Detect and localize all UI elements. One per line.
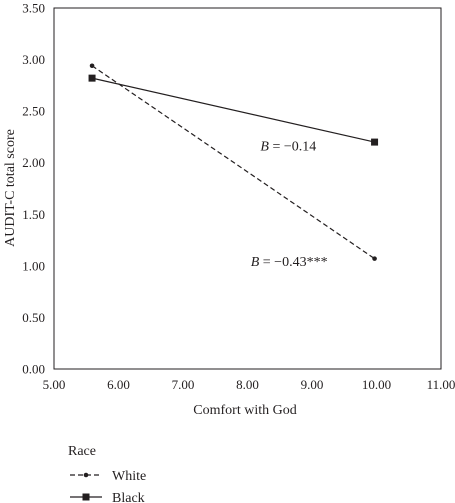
legend-label-black: Black xyxy=(112,491,145,503)
x-tick-label: 7.00 xyxy=(172,377,195,392)
x-tick-label: 11.00 xyxy=(427,377,455,392)
y-axis-title: AUDIT-C total score xyxy=(3,129,18,247)
y-tick-label: 2.00 xyxy=(22,155,45,170)
data-point-white xyxy=(89,63,95,69)
series-layer xyxy=(88,63,379,261)
legend: Race White Black xyxy=(68,444,146,503)
legend-item-black: Black xyxy=(70,491,145,503)
y-tick-label: 1.50 xyxy=(22,207,45,222)
series-line-black xyxy=(91,77,375,143)
y-tick-labels: 0.00 0.50 1.00 1.50 2.00 2.50 3.00 3.50 xyxy=(22,1,45,377)
data-point-black xyxy=(371,138,379,146)
plot-frame xyxy=(53,7,442,370)
y-tick-label: 3.50 xyxy=(22,1,45,16)
series-line-white xyxy=(91,65,375,260)
x-tick-labels: 5.00 6.00 7.00 8.00 9.00 10.00 11.00 xyxy=(43,377,455,392)
legend-label-white: White xyxy=(112,469,146,484)
x-tick-label: 10.00 xyxy=(362,377,391,392)
legend-marker-white xyxy=(83,472,89,478)
data-point-white xyxy=(372,256,377,261)
y-tick-label: 2.50 xyxy=(22,104,45,119)
annotations: B = −0.14 B = −0.43*** xyxy=(251,139,328,270)
x-tick-label: 5.00 xyxy=(43,377,66,392)
x-tick-label: 6.00 xyxy=(107,377,130,392)
y-tick-label: 1.00 xyxy=(22,258,45,273)
annotation-black: B = −0.14 xyxy=(260,139,316,154)
legend-item-white: White xyxy=(70,469,146,484)
data-point-black xyxy=(88,74,96,82)
x-tick-label: 9.00 xyxy=(301,377,324,392)
y-tick-label: 0.50 xyxy=(22,310,45,325)
legend-marker-black xyxy=(82,493,90,501)
legend-title: Race xyxy=(68,444,96,459)
y-tick-label: 3.00 xyxy=(22,52,45,67)
x-axis-title: Comfort with God xyxy=(193,403,296,418)
y-tick-label: 0.00 xyxy=(22,362,45,377)
x-tick-label: 8.00 xyxy=(236,377,259,392)
annotation-white: B = −0.43*** xyxy=(251,255,328,270)
